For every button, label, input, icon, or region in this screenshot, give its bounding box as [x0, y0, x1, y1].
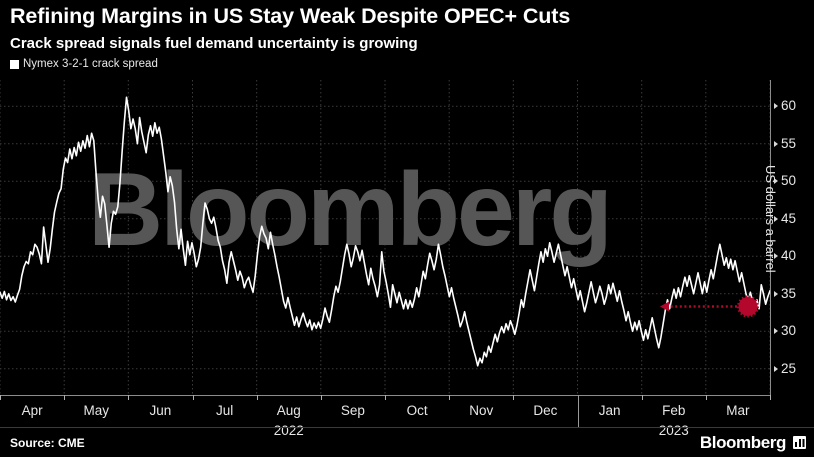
- x-axis-tick: [192, 395, 194, 400]
- x-axis-label: Aug: [276, 403, 301, 418]
- chart-header: Refining Margins in US Stay Weak Despite…: [0, 0, 814, 52]
- y-axis-tick-marker: [774, 253, 778, 260]
- y-axis-tick-marker: [774, 103, 778, 110]
- x-axis: Apr May Jun Jul Aug Sep Oct Nov Dec Jan Feb Mar 2022…: [0, 395, 771, 445]
- x-axis-tick: [128, 395, 130, 400]
- footer-divider: [0, 427, 814, 428]
- legend-swatch-icon: [10, 59, 19, 69]
- x-axis-label: Apr: [21, 403, 43, 418]
- x-axis-label: Feb: [662, 403, 686, 418]
- y-axis-label: 30: [781, 323, 797, 339]
- y-axis-tick-marker: [774, 140, 778, 147]
- annotation-layer: [660, 295, 759, 318]
- y-axis-line: [770, 80, 771, 395]
- y-axis-tick-marker: [774, 215, 778, 222]
- series-layer: [0, 96, 770, 367]
- bloomberg-brand: Bloomberg: [699, 433, 787, 452]
- x-axis-tick: [256, 395, 258, 400]
- x-axis-tick: [770, 395, 771, 400]
- y-axis-tick-marker: [774, 178, 778, 185]
- y-axis-label: 60: [781, 98, 797, 114]
- y-axis-label: 25: [781, 360, 797, 376]
- chart-footer: Source: CME Bloomberg: [0, 427, 814, 457]
- y-axis-tick-marker: [774, 328, 778, 335]
- x-axis-tick: [513, 395, 515, 400]
- x-axis-tick: [64, 395, 66, 400]
- chart-title: Refining Margins in US Stay Weak Despite…: [10, 4, 571, 28]
- x-axis-label: Sep: [340, 403, 365, 418]
- chart-legend: Nymex 3-2-1 crack spread: [10, 58, 158, 70]
- y-axis-label: 45: [781, 210, 797, 226]
- x-axis-tick: [641, 395, 643, 400]
- legend-label: Nymex 3-2-1 crack spread: [23, 58, 158, 70]
- x-axis-tick: [320, 395, 322, 400]
- x-axis-year-label: 2022: [273, 423, 304, 438]
- y-axis-label: 55: [781, 135, 797, 151]
- chart-subtitle: Crack spread signals fuel demand uncerta…: [10, 34, 418, 52]
- x-axis-label: Dec: [533, 403, 558, 418]
- grid-layer: [0, 80, 770, 395]
- y-axis: 25 30 35 40 45 50 55 60: [770, 80, 814, 395]
- x-axis-label: Oct: [406, 403, 428, 418]
- x-axis-tick: [385, 395, 386, 400]
- source-label: Source: CME: [10, 436, 85, 450]
- x-axis-tick: [449, 395, 451, 400]
- y-axis-label: 35: [781, 285, 797, 301]
- x-axis-label: Jan: [598, 403, 621, 418]
- y-axis-tick-marker: [774, 365, 778, 372]
- x-axis-year-divider: [577, 395, 579, 428]
- x-axis-label: Mar: [726, 403, 750, 418]
- x-axis-label: May: [83, 403, 110, 418]
- x-axis-label: Jul: [215, 403, 234, 418]
- x-axis-tick: [0, 395, 1, 400]
- y-axis-tick-marker: [774, 290, 778, 297]
- x-axis-tick: [705, 395, 707, 400]
- y-axis-label: 40: [781, 248, 797, 264]
- plot-area: Bloomberg: [0, 80, 770, 395]
- bloomberg-logo-icon: [793, 436, 806, 449]
- y-axis-label: 50: [781, 173, 797, 189]
- x-axis-label: Jun: [149, 403, 172, 418]
- x-axis-label: Nov: [469, 403, 494, 418]
- x-axis-year-label: 2023: [658, 423, 689, 438]
